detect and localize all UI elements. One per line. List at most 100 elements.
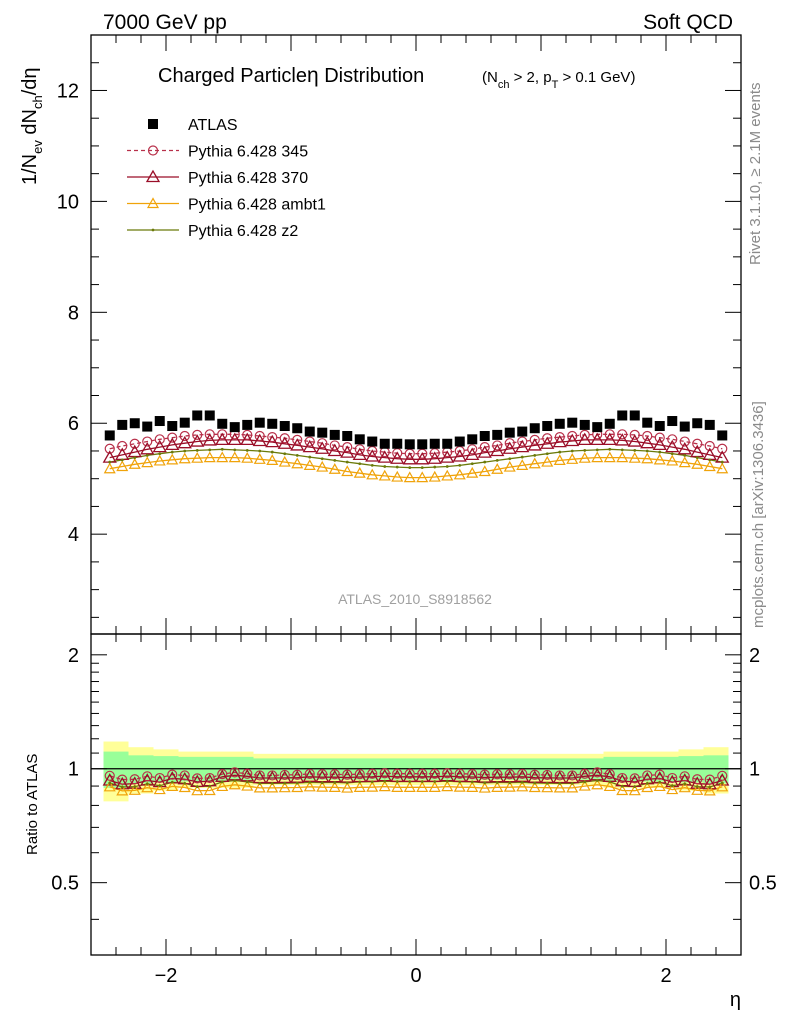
ratio-point-pythia-6-428-345 bbox=[592, 767, 603, 778]
cut-a: (N bbox=[482, 69, 498, 86]
main-point-pythia-6-428-345 bbox=[354, 444, 365, 455]
ratio-y-tick-label-right: 1 bbox=[749, 759, 760, 781]
legend-label: Pythia 6.428 z2 bbox=[188, 223, 298, 240]
analysis-id: ATLAS_2010_S8918562 bbox=[338, 591, 492, 607]
ratio-point-pythia-6-428-ambt1 bbox=[278, 781, 291, 793]
main-point-pythia-6-428-345 bbox=[467, 444, 478, 455]
ratio-point-pythia-6-428-z2 bbox=[508, 781, 512, 785]
legend-marker-pythia-6-428-370 bbox=[145, 169, 161, 183]
main-point-pythia-6-428-z2 bbox=[445, 465, 449, 468]
ratio-point-pythia-6-428-345 bbox=[204, 772, 215, 784]
main-point-pythia-6-428-345 bbox=[342, 441, 353, 453]
main-point-pythia-6-428-z2 bbox=[158, 452, 162, 456]
ratio-point-pythia-6-428-z2 bbox=[108, 781, 112, 785]
main-point-pythia-6-428-ambt1 bbox=[616, 451, 629, 463]
ratio-point-pythia-6-428-z2 bbox=[283, 781, 287, 785]
main-point-pythia-6-428-370 bbox=[215, 432, 230, 446]
main-point-pythia-6-428-345 bbox=[267, 432, 278, 443]
ratio-point-pythia-6-428-ambt1 bbox=[191, 784, 204, 796]
ratio-point-pythia-6-428-345 bbox=[467, 768, 478, 780]
main-point-atlas bbox=[704, 419, 715, 430]
ratio-point-pythia-6-428-ambt1 bbox=[103, 780, 116, 792]
main-point-pythia-6-428-345 bbox=[154, 434, 165, 445]
cut-c: > 0.1 GeV) bbox=[558, 69, 635, 86]
ratio-point-pythia-6-428-z2 bbox=[595, 779, 599, 782]
main-point-pythia-6-428-ambt1 bbox=[103, 462, 116, 474]
main-point-pythia-6-428-ambt1 bbox=[428, 470, 441, 482]
main-point-pythia-6-428-370 bbox=[140, 441, 155, 455]
main-point-pythia-6-428-ambt1 bbox=[628, 451, 641, 463]
main-point-pythia-6-428-z2 bbox=[570, 449, 574, 453]
main-point-atlas bbox=[504, 427, 515, 438]
main-point-pythia-6-428-345 bbox=[142, 436, 153, 447]
ratio-point-pythia-6-428-ambt1 bbox=[478, 781, 491, 793]
ratio-point-pythia-6-428-345 bbox=[654, 769, 665, 780]
ratio-point-pythia-6-428-370 bbox=[102, 773, 117, 786]
main-point-pythia-6-428-370 bbox=[327, 443, 342, 457]
ratio-point-pythia-6-428-z2 bbox=[195, 785, 199, 789]
main-point-atlas bbox=[179, 417, 190, 428]
cut-sub1: ch bbox=[498, 79, 510, 91]
main-point-pythia-6-428-ambt1 bbox=[253, 453, 266, 464]
main-point-atlas bbox=[617, 410, 628, 421]
ratio-point-pythia-6-428-ambt1 bbox=[716, 780, 729, 792]
ratio-point-pythia-6-428-345 bbox=[167, 769, 178, 780]
main-point-pythia-6-428-ambt1 bbox=[603, 451, 616, 463]
main-point-pythia-6-428-z2 bbox=[308, 455, 312, 459]
ratio-point-pythia-6-428-345 bbox=[492, 769, 503, 780]
main-point-atlas bbox=[529, 423, 540, 434]
ratio-point-pythia-6-428-345 bbox=[679, 771, 690, 782]
main-point-pythia-6-428-z2 bbox=[558, 450, 562, 454]
main-point-pythia-6-428-370 bbox=[152, 439, 167, 453]
main-point-pythia-6-428-z2 bbox=[345, 460, 349, 464]
main-point-pythia-6-428-ambt1 bbox=[466, 466, 479, 478]
main-point-pythia-6-428-z2 bbox=[370, 463, 374, 467]
main-point-pythia-6-428-ambt1 bbox=[666, 454, 679, 466]
main-point-atlas bbox=[417, 439, 428, 450]
main-point-pythia-6-428-ambt1 bbox=[266, 454, 279, 466]
ratio-point-pythia-6-428-ambt1 bbox=[603, 780, 616, 792]
ratio-point-pythia-6-428-z2 bbox=[720, 781, 724, 785]
cut-b: > 2, p bbox=[509, 69, 551, 86]
ratio-point-pythia-6-428-370 bbox=[702, 776, 717, 790]
ratio-point-pythia-6-428-z2 bbox=[308, 780, 312, 784]
ratio-point-pythia-6-428-z2 bbox=[608, 780, 612, 784]
main-point-pythia-6-428-z2 bbox=[320, 457, 324, 461]
ratio-point-pythia-6-428-z2 bbox=[483, 781, 487, 785]
main-y-tick-label: 12 bbox=[57, 80, 79, 102]
main-point-pythia-6-428-345 bbox=[242, 429, 253, 440]
main-point-pythia-6-428-ambt1 bbox=[541, 455, 554, 467]
ratio-point-pythia-6-428-z2 bbox=[645, 781, 649, 785]
ratio-y-tick-label: 0.5 bbox=[51, 873, 79, 895]
main-point-pythia-6-428-z2 bbox=[470, 462, 474, 466]
main-point-atlas bbox=[454, 436, 465, 447]
main-point-pythia-6-428-z2 bbox=[595, 448, 599, 452]
ratio-point-pythia-6-428-345 bbox=[192, 773, 203, 784]
main-point-pythia-6-428-z2 bbox=[245, 449, 249, 452]
main-point-pythia-6-428-z2 bbox=[283, 452, 287, 456]
main-point-pythia-6-428-370 bbox=[265, 434, 280, 448]
main-point-pythia-6-428-345 bbox=[217, 429, 228, 440]
ratio-point-pythia-6-428-z2 bbox=[708, 785, 712, 789]
main-point-pythia-6-428-345 bbox=[129, 438, 140, 449]
main-point-pythia-6-428-370 bbox=[615, 433, 630, 446]
main-point-pythia-6-428-345 bbox=[704, 440, 715, 452]
main-line-pythia-6-428-370 bbox=[109, 439, 723, 460]
ratio-point-pythia-6-428-z2 bbox=[395, 780, 399, 783]
legend-marker-pythia-6-428-z2 bbox=[151, 228, 155, 232]
ratio-point-pythia-6-428-ambt1 bbox=[153, 783, 166, 795]
legend-item-pythia-6-428-345: Pythia 6.428 345 bbox=[127, 144, 308, 161]
top-ylabel: 1/Nev dNch/dη bbox=[19, 67, 45, 185]
ratio-point-pythia-6-428-345 bbox=[429, 768, 440, 779]
main-point-pythia-6-428-ambt1 bbox=[553, 454, 566, 466]
ratio-point-pythia-6-428-z2 bbox=[245, 780, 249, 784]
ratio-plot-frame bbox=[90, 633, 742, 956]
main-point-atlas bbox=[242, 419, 253, 430]
ratio-point-pythia-6-428-z2 bbox=[170, 780, 174, 784]
legend-label: ATLAS bbox=[188, 117, 238, 134]
main-point-pythia-6-428-z2 bbox=[258, 449, 262, 453]
ratio-point-pythia-6-428-z2 bbox=[258, 781, 262, 785]
main-point-pythia-6-428-ambt1 bbox=[691, 458, 704, 469]
main-y-tick-label: 8 bbox=[68, 302, 79, 324]
